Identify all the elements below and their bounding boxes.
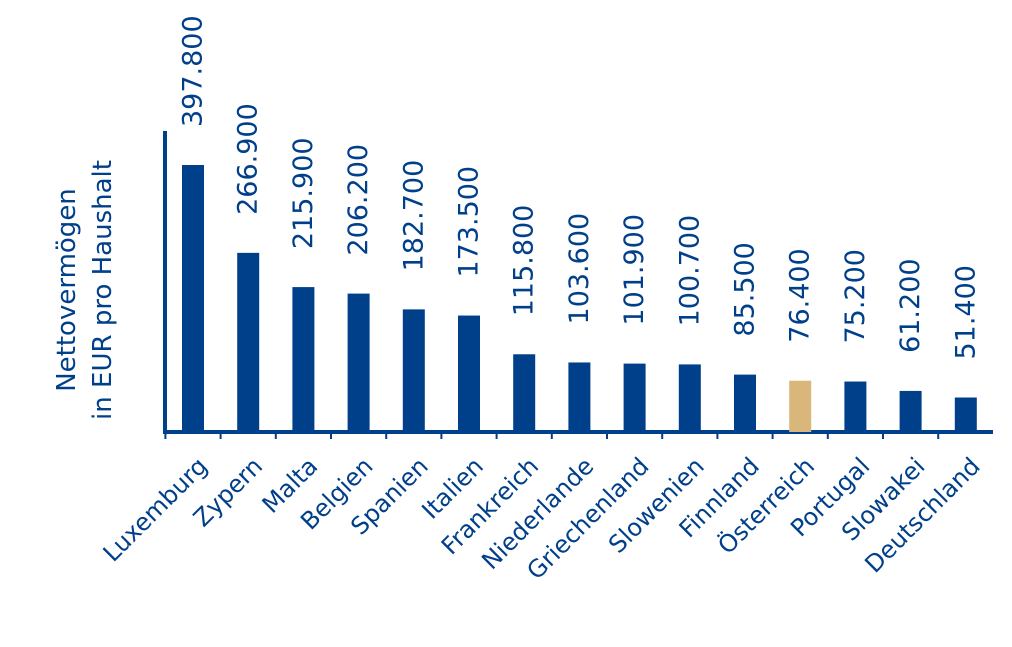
bar (237, 252, 260, 432)
bar (292, 287, 315, 432)
bar (678, 364, 701, 432)
data-label: 115.800 (509, 205, 540, 317)
bar (844, 381, 867, 432)
bar (954, 397, 977, 432)
data-label: 101.900 (619, 214, 650, 326)
bars (182, 165, 977, 432)
bar (347, 293, 370, 432)
bar (458, 315, 480, 432)
data-label: 173.500 (454, 166, 485, 278)
bar (568, 362, 591, 432)
bar (402, 309, 425, 432)
bar (623, 363, 646, 432)
data-label: 182.700 (398, 160, 429, 272)
y-axis-label: Nettovermögen in EUR pro Haushalt (52, 160, 118, 420)
data-label: 397.800 (178, 15, 209, 127)
data-label: 215.900 (288, 137, 319, 249)
data-label: 76.400 (785, 248, 816, 342)
bar (513, 354, 536, 432)
bar (734, 374, 756, 432)
data-label: 266.900 (233, 103, 264, 215)
data-label: 100.700 (674, 215, 705, 327)
data-label: 51.400 (950, 265, 981, 359)
data-label: 61.200 (895, 258, 926, 352)
category-labels: LuxemburgZypernMaltaBelgienSpanienItalie… (98, 451, 986, 585)
data-label: 85.500 (730, 242, 761, 336)
data-label: 206.200 (343, 144, 374, 256)
y-axis-label-line: in EUR pro Haushalt (88, 160, 118, 420)
bar (789, 380, 812, 432)
y-axis-label-line: Nettovermögen (52, 188, 82, 392)
data-label: 75.200 (840, 249, 871, 343)
bar (899, 390, 922, 432)
bar (182, 165, 204, 432)
data-label: 103.600 (564, 213, 595, 325)
value-labels: 397.800 266.900 215.900 206.200 182.700 173.5… (178, 15, 982, 359)
